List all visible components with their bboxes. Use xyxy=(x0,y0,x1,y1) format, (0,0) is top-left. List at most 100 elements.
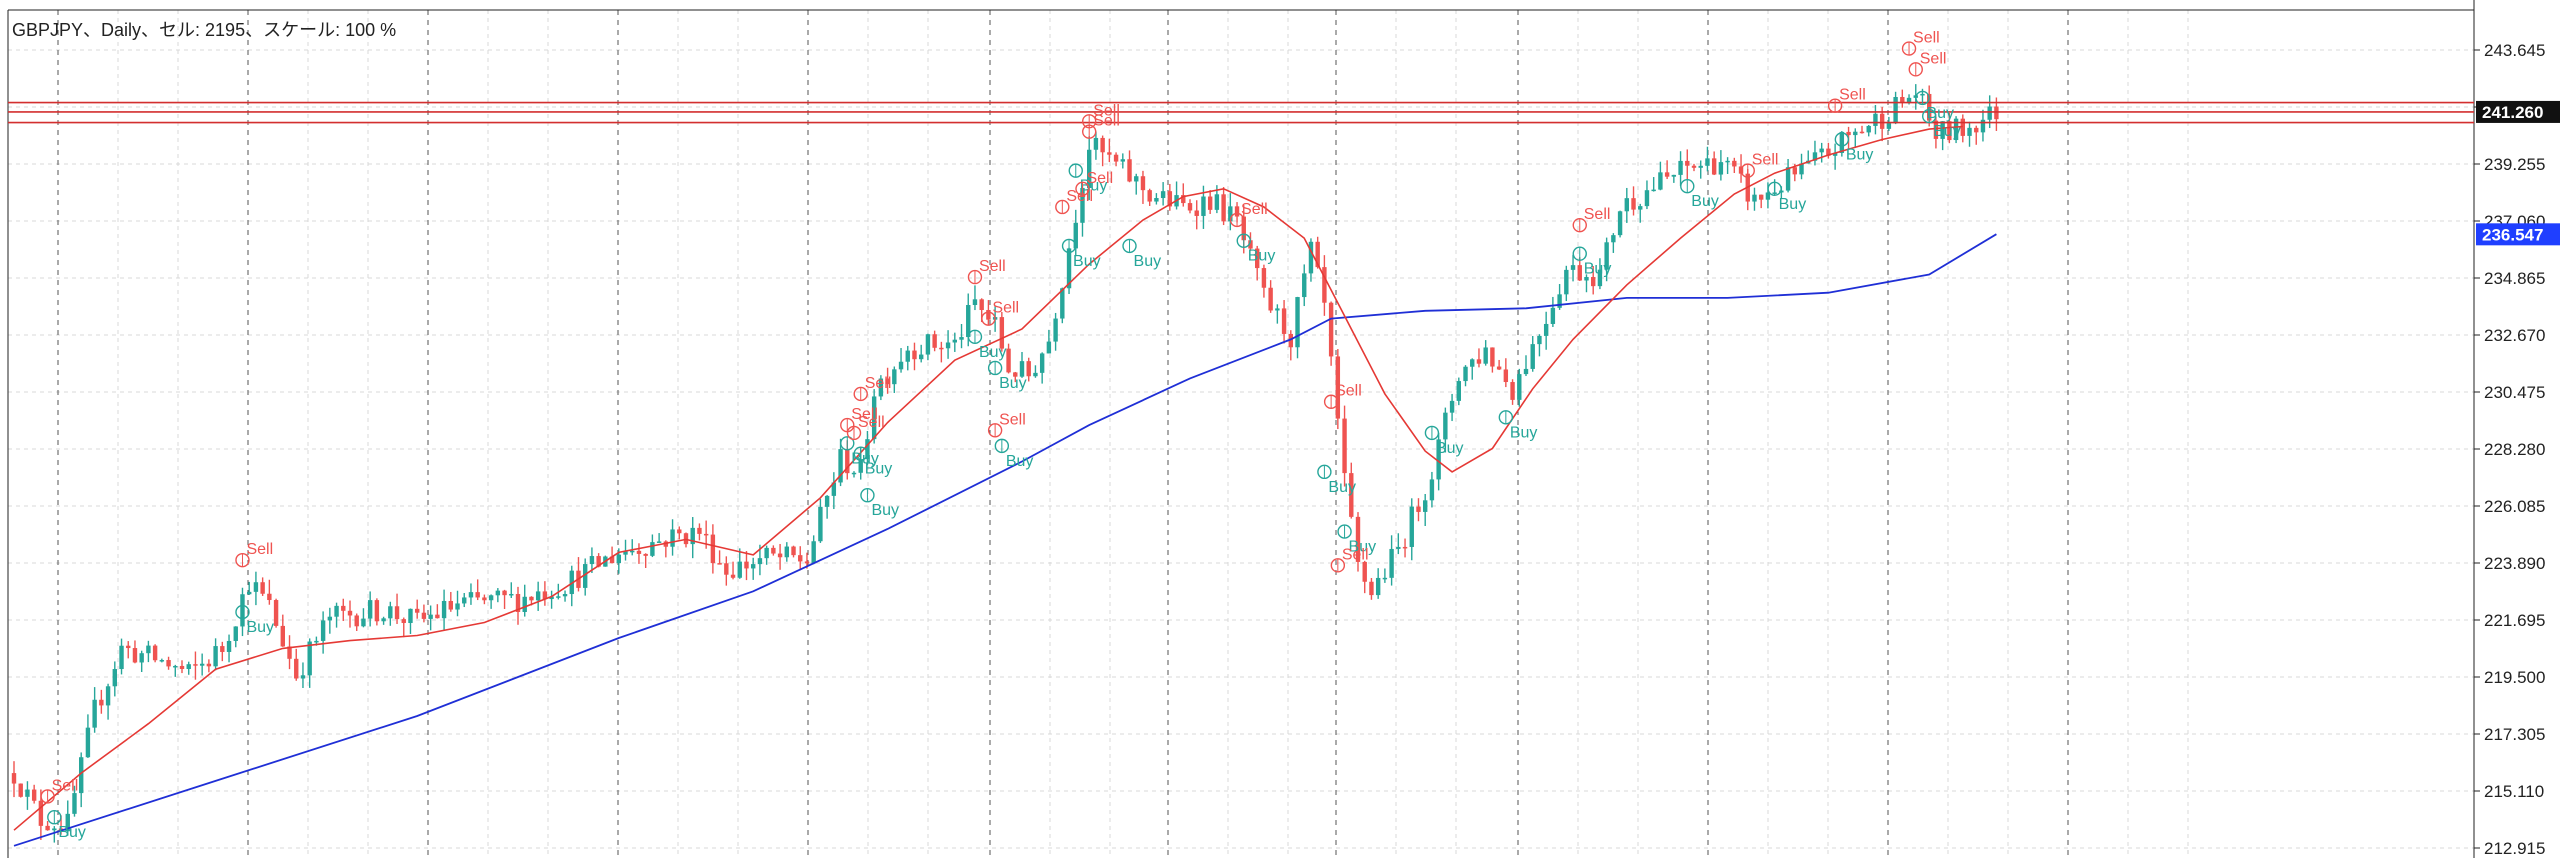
bull-candle xyxy=(1375,568,1381,599)
sell-signal-label: Sell xyxy=(1913,30,1940,47)
candle-body xyxy=(1832,152,1838,156)
candle-body xyxy=(858,459,863,473)
candle-body xyxy=(1893,97,1898,124)
bull-candle xyxy=(1617,210,1623,238)
candle-body xyxy=(441,600,447,619)
bull-candle xyxy=(462,593,467,608)
candle-body xyxy=(1335,356,1341,419)
bull-candle xyxy=(865,430,870,466)
candle-body xyxy=(912,350,917,360)
candle-body xyxy=(193,664,198,666)
bear-candle xyxy=(1167,183,1173,211)
signal-marker xyxy=(235,552,250,568)
candle-body xyxy=(388,606,393,619)
candle-body xyxy=(636,550,642,554)
bull-candle xyxy=(1396,533,1401,555)
bull-candle xyxy=(1039,352,1045,384)
bull-candle xyxy=(1060,287,1065,324)
sell-signal-label: Sell xyxy=(1342,546,1369,563)
candle-body xyxy=(1974,127,1979,133)
candle-body xyxy=(435,614,440,619)
bear-candle xyxy=(45,821,50,831)
candle-body xyxy=(865,439,870,460)
bull-candle xyxy=(1530,335,1535,372)
candle-body xyxy=(1490,347,1495,367)
candle-body xyxy=(361,618,366,627)
bear-candle xyxy=(777,543,783,570)
candle-body xyxy=(1268,287,1273,311)
candle-body xyxy=(354,615,359,627)
bull-candle xyxy=(1537,334,1542,357)
bull-candle xyxy=(65,800,70,836)
bear-candle xyxy=(354,613,359,631)
candle-body xyxy=(1107,152,1112,155)
bull-candle xyxy=(428,605,433,631)
candle-body xyxy=(1718,162,1724,175)
candle-body xyxy=(522,596,527,612)
buy-signal-label: Buy xyxy=(1328,479,1356,496)
bull-candle xyxy=(1160,182,1166,206)
bear-candle xyxy=(1147,188,1152,206)
signal-marker xyxy=(1122,238,1137,254)
candle-body xyxy=(1470,359,1475,367)
sell-signal-label: Sell xyxy=(992,300,1019,317)
candle-body xyxy=(448,600,453,610)
candle-body xyxy=(1355,516,1361,562)
candle-body xyxy=(1362,561,1367,582)
bull-candle xyxy=(925,333,931,361)
bear-candle xyxy=(1342,405,1347,487)
bear-candle xyxy=(1510,379,1515,405)
bull-candle xyxy=(146,640,151,663)
bull-candle xyxy=(1429,471,1435,508)
bull-candle xyxy=(388,601,393,626)
candle-body xyxy=(1980,119,1986,133)
bull-candle xyxy=(919,344,924,363)
candle-body xyxy=(1214,194,1220,210)
bull-candle xyxy=(1483,340,1488,366)
candle-body xyxy=(1006,348,1011,373)
bull-candle xyxy=(1570,254,1576,282)
chart-header: GBPJPY、Daily、セル: 2195、スケール: 100 % xyxy=(12,20,396,40)
candle-body xyxy=(334,605,339,617)
candle-body xyxy=(690,527,695,545)
candle-body xyxy=(1375,577,1381,596)
candle-body xyxy=(253,582,259,592)
candle-body xyxy=(45,825,50,831)
buy-signal-label: Buy xyxy=(1248,248,1276,265)
bear-candle xyxy=(771,545,776,556)
candle-body xyxy=(1584,277,1589,281)
bull-candle xyxy=(1053,312,1058,351)
bull-candle xyxy=(871,389,877,444)
bear-candle xyxy=(482,594,487,605)
signal-marker xyxy=(1572,246,1587,261)
bull-candle xyxy=(381,616,386,625)
candle-body xyxy=(1073,222,1078,249)
candle-body xyxy=(1785,167,1791,191)
candle-body xyxy=(1147,190,1152,202)
bull-candle xyxy=(213,638,218,671)
candle-body xyxy=(1671,174,1677,177)
candle-body xyxy=(838,449,843,483)
bull-candle xyxy=(226,634,232,663)
candle-body xyxy=(233,626,238,641)
signal-marker xyxy=(840,436,855,451)
bear-candle xyxy=(798,546,803,571)
bull-candle xyxy=(112,661,117,697)
bull-candle xyxy=(233,626,238,648)
candle-body xyxy=(152,645,158,661)
candle-body xyxy=(347,610,353,616)
candle-body xyxy=(1039,353,1045,373)
bull-candle xyxy=(1470,358,1475,380)
candle-body xyxy=(1080,187,1085,223)
candle-body xyxy=(1859,131,1865,134)
signal-marker xyxy=(1572,217,1587,233)
y-tick-label: 219.500 xyxy=(2484,668,2545,687)
candle-body xyxy=(1275,308,1280,311)
bear-candle xyxy=(273,598,279,628)
signal-marker xyxy=(1827,98,1843,113)
candle-body xyxy=(1389,548,1394,578)
candle-body xyxy=(1127,159,1132,182)
